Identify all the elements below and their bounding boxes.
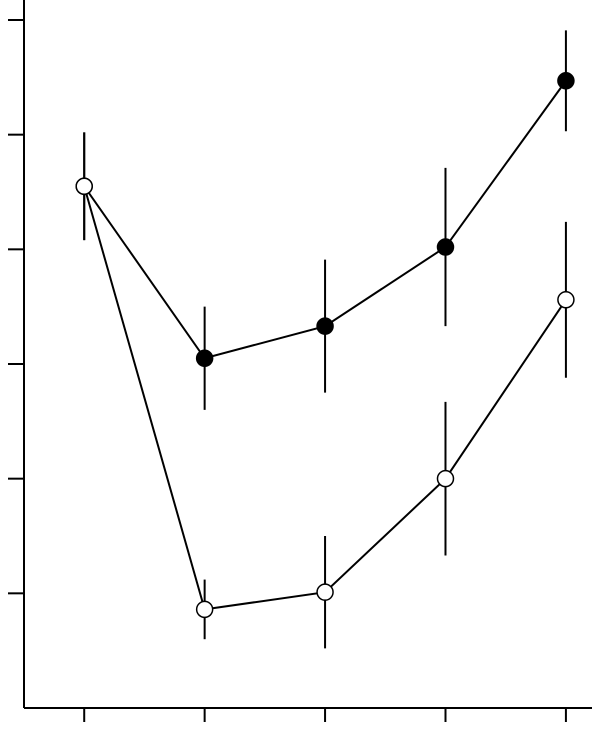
point [557,72,575,90]
point [316,583,334,601]
point [75,177,93,196]
point [436,469,455,488]
point [195,600,214,619]
point [436,238,455,256]
point [557,291,575,309]
point [195,349,214,368]
point [316,317,334,335]
